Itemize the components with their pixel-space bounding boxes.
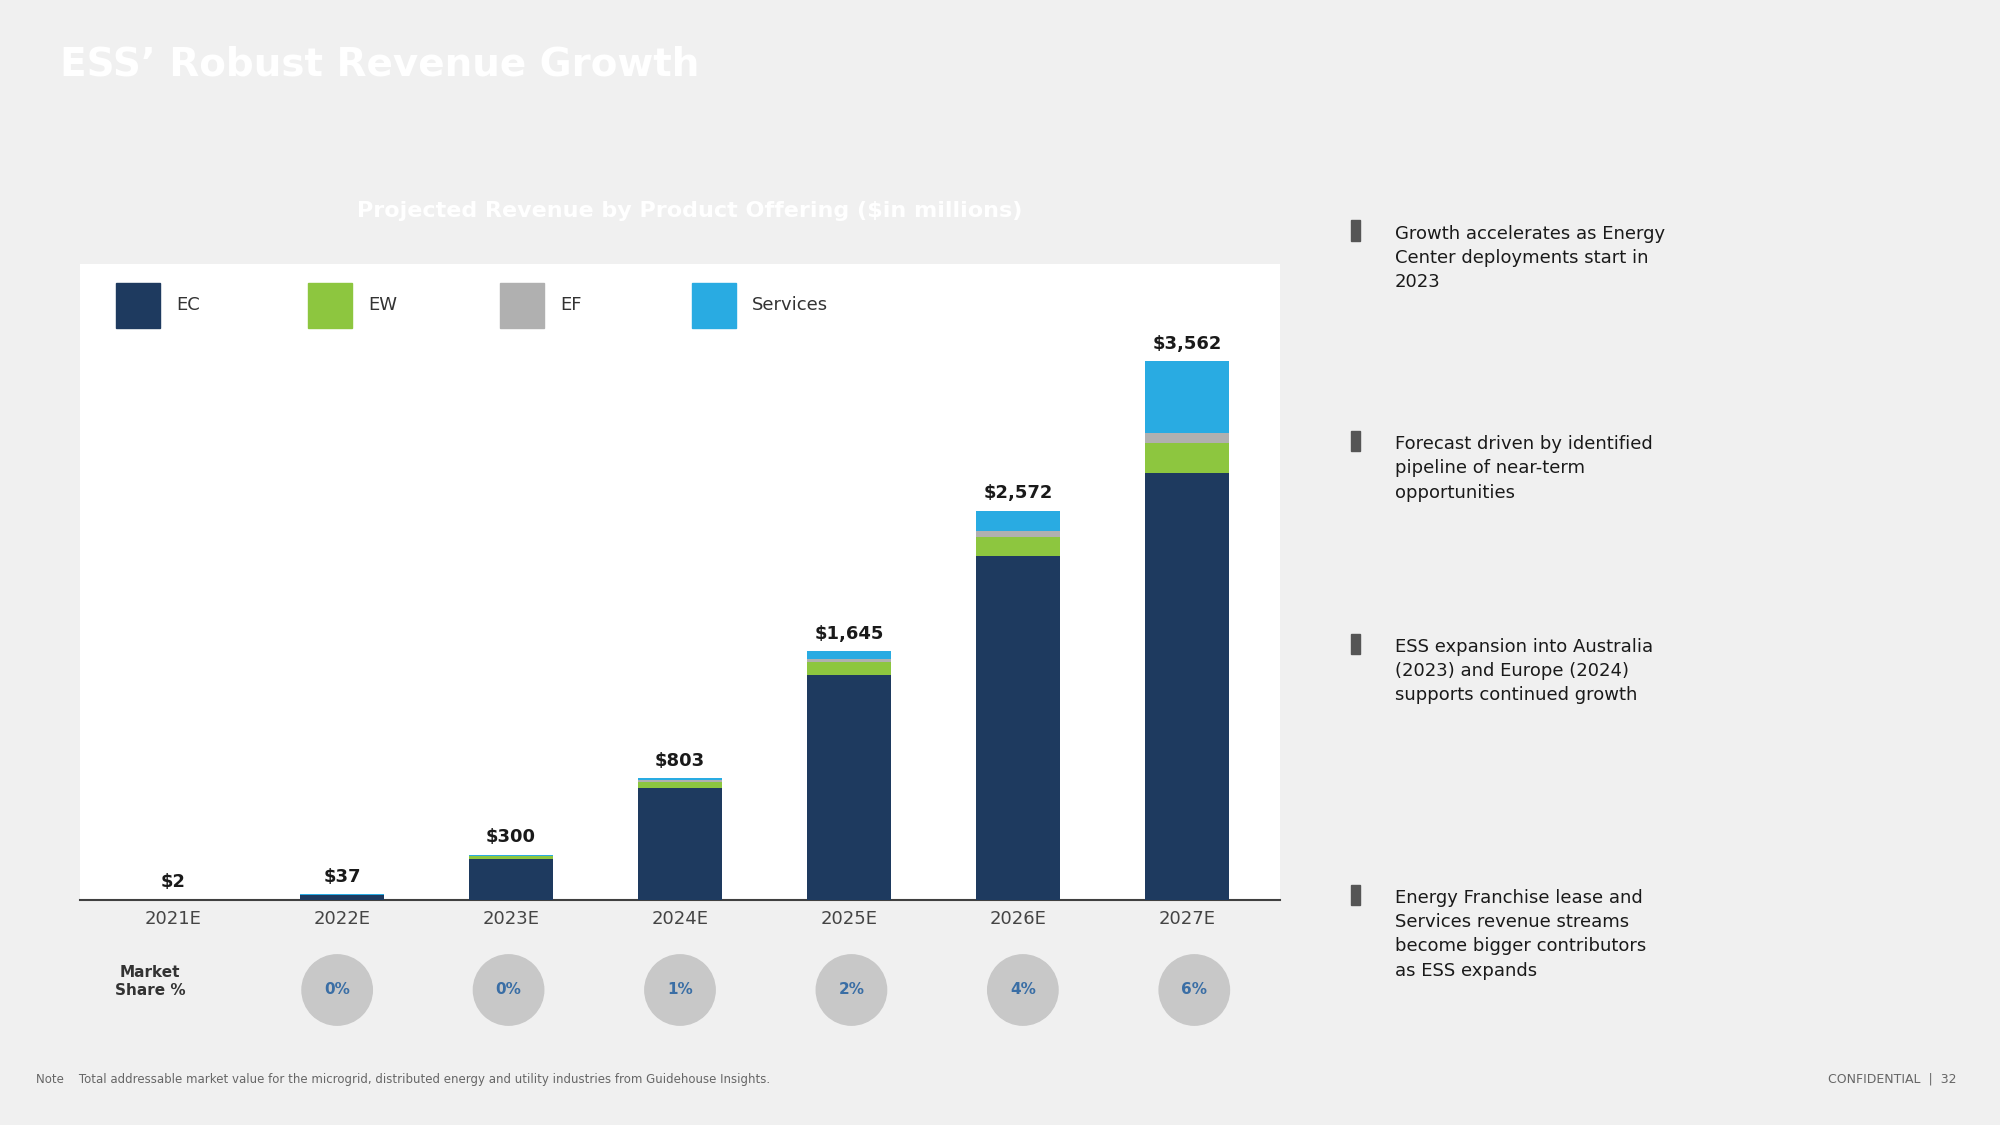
Bar <box>692 284 736 327</box>
Text: 0%: 0% <box>496 982 522 998</box>
Bar <box>116 284 160 327</box>
Bar <box>638 782 722 788</box>
Text: $3,562: $3,562 <box>1152 334 1222 352</box>
Bar <box>1350 431 1360 451</box>
Bar <box>976 531 1060 537</box>
Text: ESS’ Robust Revenue Growth: ESS’ Robust Revenue Growth <box>60 45 700 83</box>
Circle shape <box>644 955 716 1025</box>
Text: 4%: 4% <box>1010 982 1036 998</box>
Bar <box>806 663 892 675</box>
Circle shape <box>816 955 886 1025</box>
Text: 6%: 6% <box>1182 982 1208 998</box>
Bar <box>638 778 722 781</box>
Bar <box>806 651 892 659</box>
Bar <box>806 675 892 900</box>
Text: EF: EF <box>560 296 582 314</box>
Text: EC: EC <box>176 296 200 314</box>
Bar <box>1350 633 1360 654</box>
Bar <box>1350 884 1360 904</box>
Text: $803: $803 <box>654 753 706 771</box>
Text: Growth accelerates as Energy
Center deployments start in
2023: Growth accelerates as Energy Center depl… <box>1394 225 1666 291</box>
Bar <box>308 284 352 327</box>
Circle shape <box>988 955 1058 1025</box>
Text: 0%: 0% <box>324 982 350 998</box>
Bar <box>806 659 892 663</box>
Bar <box>300 894 384 900</box>
Circle shape <box>1160 955 1230 1025</box>
Text: $1,645: $1,645 <box>814 624 884 642</box>
Bar <box>976 557 1060 900</box>
Bar <box>1144 443 1230 474</box>
Text: Energy Franchise lease and
Services revenue streams
become bigger contributors
a: Energy Franchise lease and Services reve… <box>1394 889 1646 980</box>
Text: Projected Revenue by Product Offering ($in millions): Projected Revenue by Product Offering ($… <box>358 201 1022 221</box>
Text: $2,572: $2,572 <box>984 485 1052 503</box>
Bar <box>468 856 554 858</box>
Bar <box>638 781 722 782</box>
Text: $37: $37 <box>324 868 360 886</box>
Bar <box>1144 433 1230 443</box>
Text: $2: $2 <box>160 873 186 891</box>
Text: Services: Services <box>752 296 828 314</box>
Text: Note    Total addressable market value for the microgrid, distributed energy and: Note Total addressable market value for … <box>36 1072 770 1086</box>
Bar <box>638 788 722 900</box>
Circle shape <box>302 955 372 1025</box>
Text: $300: $300 <box>486 828 536 846</box>
Bar <box>468 858 554 900</box>
Bar <box>976 511 1060 531</box>
Bar <box>500 284 544 327</box>
Text: Market
Share %: Market Share % <box>114 965 186 998</box>
Bar <box>976 537 1060 557</box>
Bar <box>1144 474 1230 900</box>
Bar <box>1350 220 1360 241</box>
Bar <box>1144 361 1230 433</box>
Circle shape <box>474 955 544 1025</box>
Text: EW: EW <box>368 296 396 314</box>
Text: Forecast driven by identified
pipeline of near-term
opportunities: Forecast driven by identified pipeline o… <box>1394 435 1652 502</box>
Text: ESS expansion into Australia
(2023) and Europe (2024)
supports continued growth: ESS expansion into Australia (2023) and … <box>1394 638 1654 704</box>
Text: 2%: 2% <box>838 982 864 998</box>
Text: 1%: 1% <box>668 982 692 998</box>
Text: CONFIDENTIAL  |  32: CONFIDENTIAL | 32 <box>1828 1072 1956 1086</box>
